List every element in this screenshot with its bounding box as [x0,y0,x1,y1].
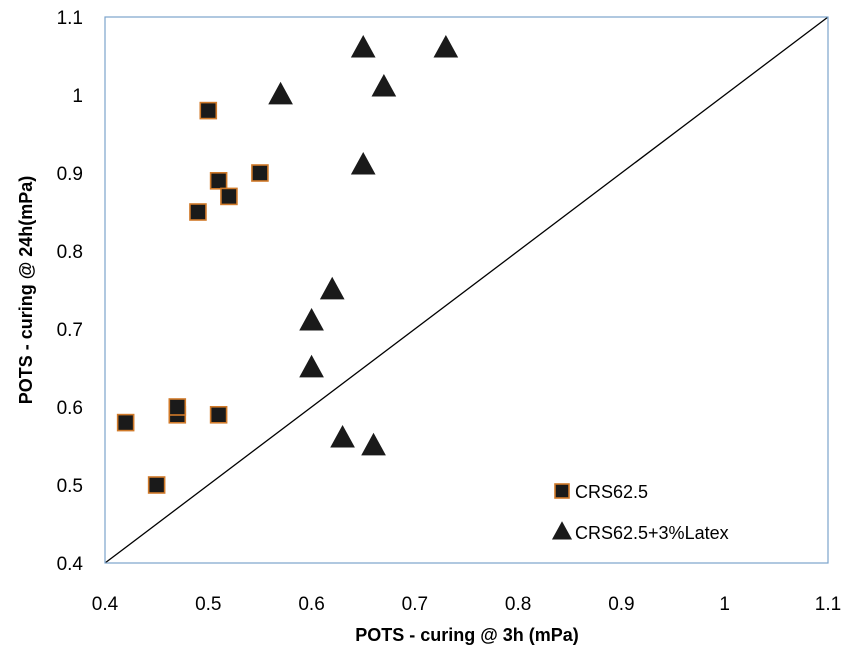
legend-marker [551,521,573,540]
y-tick-label: 1 [72,86,83,107]
triangle-point [319,276,345,300]
triangle-point [350,151,376,175]
reference-line [104,16,829,564]
square-point [147,476,166,494]
data-points [116,34,459,494]
square-point [209,172,228,190]
y-tick-label: 0.5 [57,476,83,497]
triangle-point [361,432,386,456]
x-tick-labels: 0.4 0.5 0.6 0.7 0.8 0.9 1 1.1 [92,594,841,615]
legend: CRS62.5 CRS62.5+3%Latex [551,482,729,543]
square-point [251,164,269,182]
x-tick-label: 0.6 [298,594,324,615]
triangle-point [268,81,293,105]
x-tick-label: 0.9 [608,594,634,615]
triangle-point [330,424,355,448]
square-point [209,405,228,424]
x-tick-label: 0.7 [402,594,428,615]
x-tick-label: 0.8 [505,594,531,615]
square-point [199,101,218,120]
x-tick-label: 0.5 [195,594,221,615]
legend-label: CRS62.5 [575,482,648,502]
triangle-point [299,307,324,331]
legend-label: CRS62.5+3%Latex [575,523,729,543]
square-point [220,187,238,206]
y-axis-title: POTS - curing @ 24h(mPa) [16,176,36,405]
legend-marker [554,483,570,499]
square-point [116,413,135,432]
y-tick-label: 0.7 [57,320,83,341]
y-tick-label: 0.8 [57,242,83,263]
triangle-point [299,354,324,378]
y-tick-label: 0.9 [57,164,83,185]
y-tick-labels: 0.4 0.5 0.6 0.7 0.8 0.9 1 1.1 [57,8,84,575]
triangle-point [433,34,459,58]
y-tick-label: 0.4 [57,554,84,575]
square-point [189,203,207,221]
x-tick-label: 1.1 [815,594,841,615]
plot-area-border [104,16,829,564]
triangle-point [350,34,376,58]
y-tick-label: 1.1 [57,8,83,29]
x-axis-title: POTS - curing @ 3h (mPa) [355,625,579,645]
square-point [168,398,187,416]
x-tick-label: 1 [719,594,730,615]
y-tick-label: 0.6 [57,398,83,419]
x-tick-label: 0.4 [92,594,119,615]
triangle-point [371,73,397,97]
